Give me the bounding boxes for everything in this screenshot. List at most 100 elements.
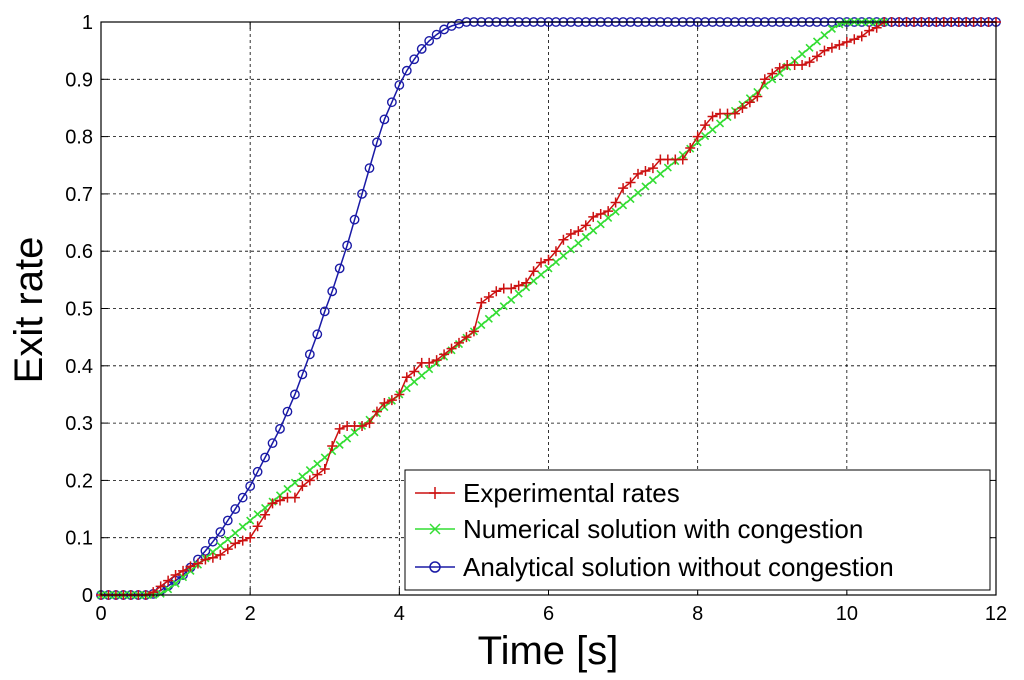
data-point bbox=[544, 264, 553, 273]
data-point bbox=[298, 472, 307, 481]
legend-marker-x-icon bbox=[429, 523, 441, 535]
data-point bbox=[595, 208, 606, 219]
x-tick-label: 12 bbox=[985, 603, 1007, 625]
data-point bbox=[536, 270, 546, 279]
data-point bbox=[633, 188, 643, 197]
data-point bbox=[170, 569, 181, 580]
y-tick-label: 0.6 bbox=[65, 241, 93, 263]
data-point bbox=[275, 491, 285, 500]
y-tick-label: 0.2 bbox=[65, 470, 93, 492]
data-point bbox=[604, 213, 613, 223]
data-point bbox=[641, 182, 650, 191]
ticks: 0 2 4 6 8 10 12 0 0.1 0.2 0.3 0.4 0.5 0.6 0.7 0.8 0.9 1 bbox=[65, 12, 1007, 625]
legend-label-experimental: Experimental rates bbox=[463, 478, 680, 508]
legend-entry-analytical: Analytical solution without congestion bbox=[415, 552, 894, 582]
data-point bbox=[715, 119, 725, 128]
data-point bbox=[820, 31, 829, 40]
data-point bbox=[379, 114, 390, 125]
data-point bbox=[283, 484, 292, 494]
data-point bbox=[483, 292, 494, 303]
data-point bbox=[200, 554, 211, 565]
data-point bbox=[192, 558, 203, 569]
data-point bbox=[253, 510, 262, 519]
data-point bbox=[230, 538, 241, 549]
data-point bbox=[417, 371, 426, 380]
data-point bbox=[275, 423, 285, 434]
data-point bbox=[461, 332, 472, 343]
y-tick-label: 1 bbox=[82, 12, 93, 34]
data-point bbox=[737, 102, 748, 113]
data-point bbox=[580, 220, 591, 231]
data-point bbox=[507, 295, 516, 304]
data-point bbox=[431, 355, 442, 366]
legend-entry-experimental: Experimental rates bbox=[415, 478, 680, 508]
data-point bbox=[237, 492, 248, 503]
data-point bbox=[246, 516, 255, 525]
data-point bbox=[759, 74, 770, 85]
data-point bbox=[841, 37, 852, 48]
data-point bbox=[798, 50, 807, 59]
data-point bbox=[589, 226, 598, 235]
data-point bbox=[371, 406, 382, 417]
data-point bbox=[230, 504, 241, 514]
data-point bbox=[222, 544, 233, 555]
y-tick-label: 0.3 bbox=[65, 413, 93, 435]
data-point bbox=[439, 349, 450, 360]
data-point bbox=[297, 369, 308, 380]
data-point bbox=[319, 306, 330, 317]
data-point bbox=[409, 366, 420, 377]
data-point bbox=[327, 286, 338, 297]
data-point bbox=[313, 459, 322, 468]
data-point bbox=[804, 57, 815, 68]
data-point bbox=[178, 573, 188, 582]
data-point bbox=[267, 498, 278, 509]
data-point bbox=[215, 549, 226, 560]
data-point bbox=[282, 406, 293, 417]
data-point bbox=[708, 125, 717, 134]
data-point bbox=[327, 441, 338, 452]
data-point bbox=[290, 389, 300, 400]
data-point bbox=[596, 220, 605, 229]
data-point bbox=[610, 197, 621, 208]
data-point bbox=[805, 43, 814, 52]
data-point bbox=[163, 575, 174, 586]
y-tick-label: 0.4 bbox=[65, 356, 93, 378]
legend-label-numerical: Numerical solution with congestion bbox=[463, 514, 863, 544]
data-point bbox=[701, 131, 710, 141]
data-point bbox=[364, 163, 375, 174]
data-point bbox=[558, 234, 569, 245]
data-point bbox=[492, 308, 501, 317]
x-tick-label: 6 bbox=[543, 603, 554, 625]
data-point bbox=[425, 365, 434, 374]
data-point bbox=[171, 579, 180, 588]
y-tick-label: 0.1 bbox=[65, 528, 93, 550]
data-point bbox=[707, 111, 718, 122]
data-point bbox=[566, 245, 575, 254]
data-point bbox=[446, 343, 457, 354]
data-point bbox=[386, 97, 397, 108]
data-point bbox=[350, 428, 359, 437]
data-point bbox=[871, 22, 882, 33]
data-point bbox=[394, 80, 405, 90]
data-point bbox=[528, 266, 539, 277]
x-tick-label: 10 bbox=[836, 603, 858, 625]
data-point bbox=[207, 536, 218, 547]
data-point bbox=[334, 263, 345, 274]
data-point bbox=[677, 154, 688, 165]
data-point bbox=[663, 163, 672, 172]
data-point bbox=[312, 469, 323, 480]
data-point bbox=[343, 434, 352, 443]
legend-marker-plus-icon bbox=[429, 487, 441, 499]
data-point bbox=[588, 211, 599, 222]
data-point bbox=[424, 36, 435, 46]
data-point bbox=[827, 24, 836, 33]
data-point bbox=[856, 31, 867, 42]
data-point bbox=[304, 349, 315, 360]
data-point bbox=[156, 589, 165, 598]
y-axis-label: Exit rate bbox=[7, 237, 51, 384]
data-point bbox=[536, 257, 547, 268]
data-point bbox=[640, 165, 651, 176]
data-point bbox=[484, 314, 493, 323]
data-point bbox=[767, 68, 778, 79]
data-point bbox=[290, 478, 299, 487]
